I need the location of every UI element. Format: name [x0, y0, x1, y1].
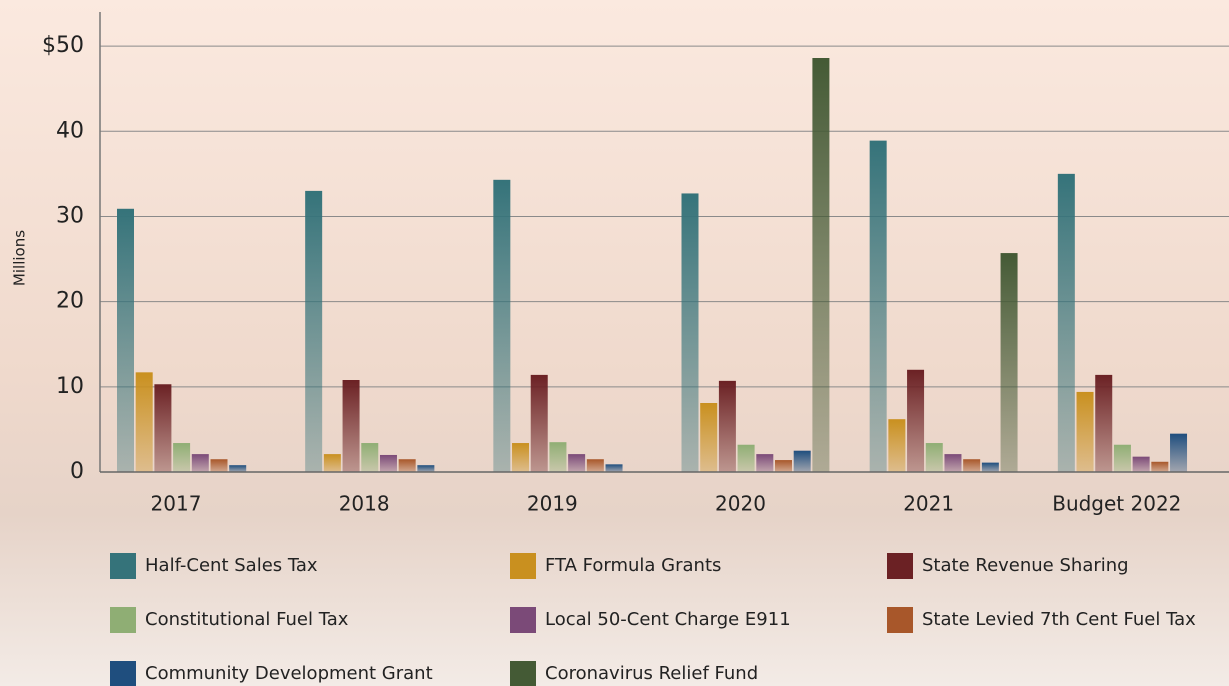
legend-label: Local 50-Cent Charge E911 — [545, 609, 791, 630]
legend-swatch — [510, 661, 536, 686]
bar — [869, 140, 887, 472]
bar — [756, 454, 774, 472]
bar — [1095, 374, 1113, 472]
bar — [981, 462, 999, 472]
x-tick-label: 2021 — [903, 492, 954, 516]
legend-swatch — [510, 553, 536, 579]
bar — [963, 459, 981, 472]
y-tick-label: 40 — [56, 118, 84, 143]
legend-swatch — [887, 553, 913, 579]
legend-swatch — [110, 553, 136, 579]
bar — [812, 58, 830, 472]
bar — [229, 465, 247, 472]
legend-label: State Levied 7th Cent Fuel Tax — [922, 609, 1196, 630]
bar — [605, 464, 623, 472]
bar — [379, 454, 397, 472]
bar — [117, 208, 134, 472]
bar — [925, 443, 943, 472]
bar — [549, 442, 567, 472]
x-tick-label: Budget 2022 — [1052, 492, 1181, 516]
bar — [398, 459, 416, 472]
legend-label: State Revenue Sharing — [922, 555, 1129, 576]
bar — [568, 454, 586, 472]
y-tick-label: 30 — [56, 203, 84, 228]
x-tick-label: 2017 — [151, 492, 202, 516]
bar — [210, 459, 228, 472]
bar — [1113, 444, 1131, 472]
bar — [888, 419, 906, 472]
bar — [793, 450, 811, 472]
bar — [1151, 461, 1169, 472]
x-tick-label: 2018 — [339, 492, 390, 516]
legend-swatch — [887, 607, 913, 633]
bar — [154, 384, 172, 472]
bar — [718, 380, 736, 472]
y-tick-label: $50 — [42, 33, 84, 58]
bar — [1000, 253, 1018, 472]
bar — [944, 454, 962, 472]
bar — [361, 443, 379, 472]
legend-label: Constitutional Fuel Tax — [145, 609, 349, 630]
legend-label: FTA Formula Grants — [545, 555, 721, 576]
bar — [1057, 173, 1075, 472]
bar — [173, 443, 191, 472]
legend-swatch — [510, 607, 536, 633]
bar — [417, 465, 435, 472]
y-tick-label: 20 — [56, 289, 84, 314]
bar — [1170, 433, 1188, 472]
legend-label: Community Development Grant — [145, 663, 433, 684]
x-tick-label: 2020 — [715, 492, 766, 516]
bar — [681, 193, 699, 472]
bar — [1076, 391, 1094, 472]
bar — [700, 403, 718, 472]
bar — [586, 459, 604, 472]
bar — [907, 369, 925, 472]
bar — [493, 179, 511, 472]
bar — [775, 460, 792, 472]
bar — [737, 444, 755, 472]
x-tick-label: 2019 — [527, 492, 578, 516]
bar — [342, 380, 360, 472]
legend-label: Coronavirus Relief Fund — [545, 663, 758, 684]
y-axis-label: Millions — [11, 230, 29, 286]
legend-label: Half-Cent Sales Tax — [145, 555, 318, 576]
bar — [305, 190, 323, 472]
bar — [323, 454, 341, 472]
bar — [530, 374, 548, 472]
bar — [191, 454, 209, 472]
bar — [135, 372, 153, 472]
legend-swatch — [110, 661, 136, 686]
bar — [512, 443, 530, 472]
bar — [1132, 456, 1150, 472]
y-tick-label: 0 — [70, 459, 84, 484]
legend-swatch — [110, 607, 136, 633]
y-tick-label: 10 — [56, 374, 84, 399]
